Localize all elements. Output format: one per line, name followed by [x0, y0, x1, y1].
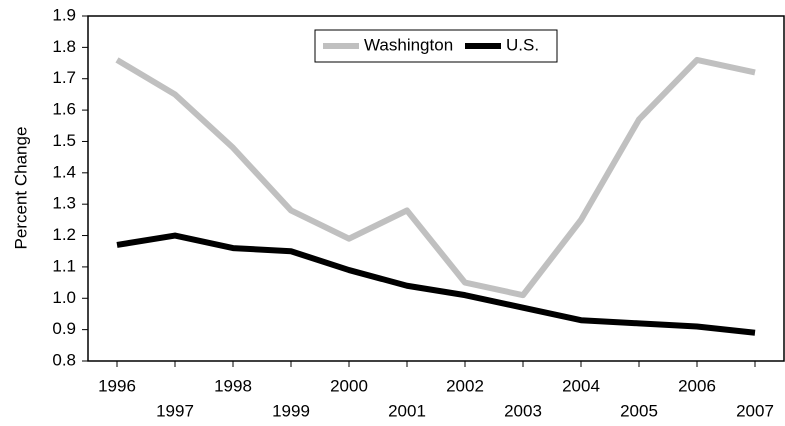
x-tick-label: 1998	[214, 376, 252, 395]
y-tick-label: 1.7	[52, 68, 76, 87]
y-tick-label: 1.4	[52, 162, 76, 181]
x-tick-label: 2001	[388, 401, 426, 420]
y-axis-label: Percent Change	[11, 127, 30, 250]
x-tick-label: 2005	[620, 401, 658, 420]
x-tick-label: 1999	[272, 401, 310, 420]
series-line	[115, 56, 756, 299]
legend-label: U.S.	[506, 35, 539, 54]
series-line	[116, 232, 756, 336]
x-tick-label: 2003	[504, 401, 542, 420]
x-tick-label: 2004	[562, 376, 600, 395]
x-tick-label: 1997	[156, 401, 194, 420]
y-tick-label: 1.8	[52, 37, 76, 56]
x-tick-label: 1996	[98, 376, 136, 395]
y-tick-label: 1.3	[52, 194, 76, 213]
y-tick-label: 1.5	[52, 131, 76, 150]
x-tick-label: 2002	[446, 376, 484, 395]
x-tick-label: 2006	[678, 376, 716, 395]
x-tick-label: 2007	[736, 401, 774, 420]
legend-label: Washington	[364, 35, 453, 54]
y-tick-label: 0.9	[52, 319, 76, 338]
plot-frame	[87, 15, 785, 362]
y-tick-label: 1.6	[52, 100, 76, 119]
x-tick-label: 2000	[330, 376, 368, 395]
y-tick-label: 1.1	[52, 256, 76, 275]
y-tick-label: 1.9	[52, 5, 76, 24]
y-tick-label: 0.8	[52, 350, 76, 369]
y-tick-label: 1.2	[52, 225, 76, 244]
y-tick-label: 1.0	[52, 288, 76, 307]
